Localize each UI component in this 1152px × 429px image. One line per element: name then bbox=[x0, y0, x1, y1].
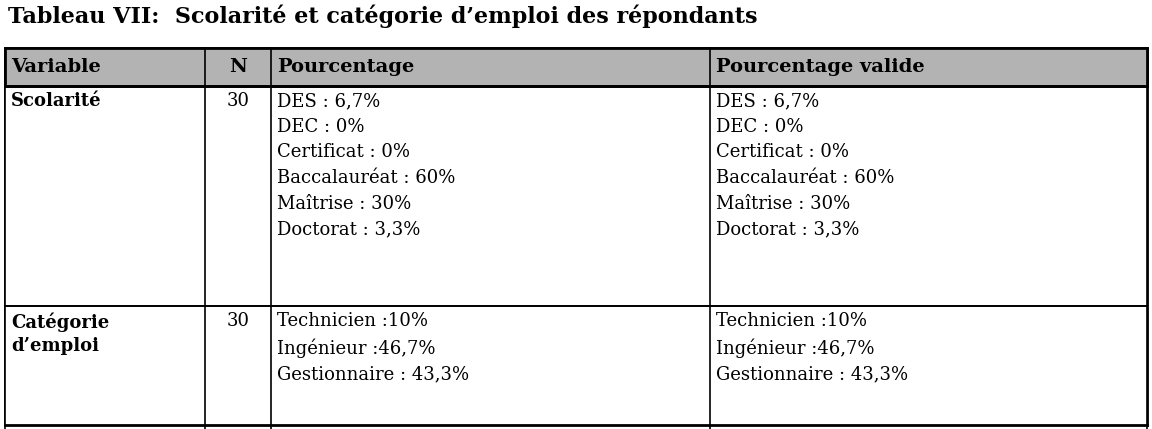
Text: Catégorie
d’emploi: Catégorie d’emploi bbox=[12, 312, 109, 355]
Text: Scolarité: Scolarité bbox=[12, 92, 101, 110]
Text: Technicien :10%
Ingénieur :46,7%
Gestionnaire : 43,3%: Technicien :10% Ingénieur :46,7% Gestion… bbox=[715, 312, 908, 384]
Text: Pourcentage valide: Pourcentage valide bbox=[715, 58, 924, 76]
Text: 30: 30 bbox=[227, 312, 250, 330]
Text: N: N bbox=[229, 58, 247, 76]
Text: Pourcentage: Pourcentage bbox=[278, 58, 415, 76]
Bar bbox=[5, 48, 1147, 86]
Bar bbox=[5, 86, 1147, 306]
Text: Variable: Variable bbox=[12, 58, 100, 76]
Bar bbox=[5, 306, 1147, 429]
Text: Tableau VII:  Scolarité et catégorie d’emploi des répondants: Tableau VII: Scolarité et catégorie d’em… bbox=[8, 5, 758, 28]
Text: DES : 6,7%
DEC : 0%
Certificat : 0%
Baccalauréat : 60%
Maîtrise : 30%
Doctorat :: DES : 6,7% DEC : 0% Certificat : 0% Bacc… bbox=[278, 92, 455, 239]
Text: DES : 6,7%
DEC : 0%
Certificat : 0%
Baccalauréat : 60%
Maîtrise : 30%
Doctorat :: DES : 6,7% DEC : 0% Certificat : 0% Bacc… bbox=[715, 92, 894, 239]
Text: Technicien :10%
Ingénieur :46,7%
Gestionnaire : 43,3%: Technicien :10% Ingénieur :46,7% Gestion… bbox=[278, 312, 469, 384]
Text: 30: 30 bbox=[227, 92, 250, 110]
Bar bbox=[5, 48, 1147, 425]
